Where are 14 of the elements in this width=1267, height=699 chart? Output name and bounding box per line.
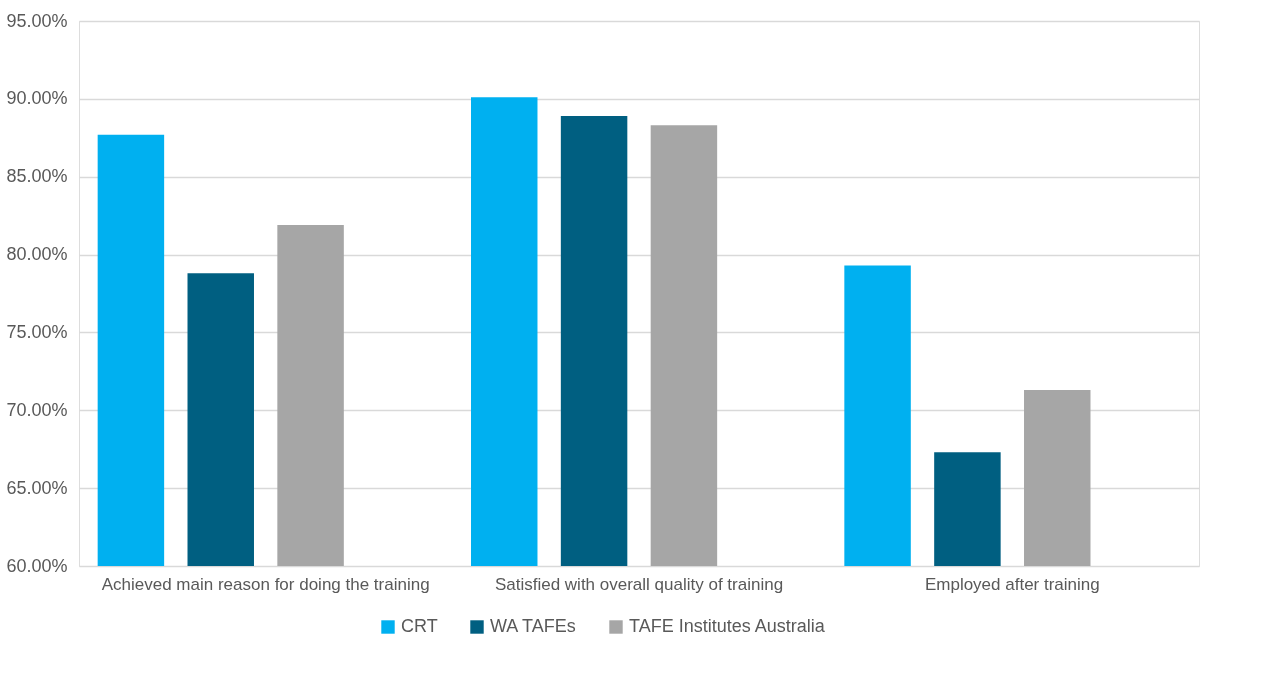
x-tick-label: Satisfied with overall quality of training (494, 574, 784, 594)
x-tick-label: Employed after training (924, 574, 1100, 594)
y-tick-label: 85.00% (6, 166, 68, 187)
x-tick-label: Achieved main reason for doing the training (101, 574, 430, 594)
legend-label: CRT (401, 616, 438, 636)
legend-label: TAFE Institutes Australia (629, 616, 826, 636)
y-tick-label: 90.00% (6, 88, 68, 109)
y-tick-label: 75.00% (6, 321, 68, 342)
y-tick-label: 70.00% (6, 399, 68, 420)
y-tick-label: 65.00% (6, 477, 68, 498)
y-tick-label: 80.00% (6, 244, 68, 265)
legend-label: WA TAFEs (490, 616, 576, 636)
y-tick-label: 60.00% (6, 555, 68, 576)
y-tick-label: 95.00% (6, 10, 68, 31)
